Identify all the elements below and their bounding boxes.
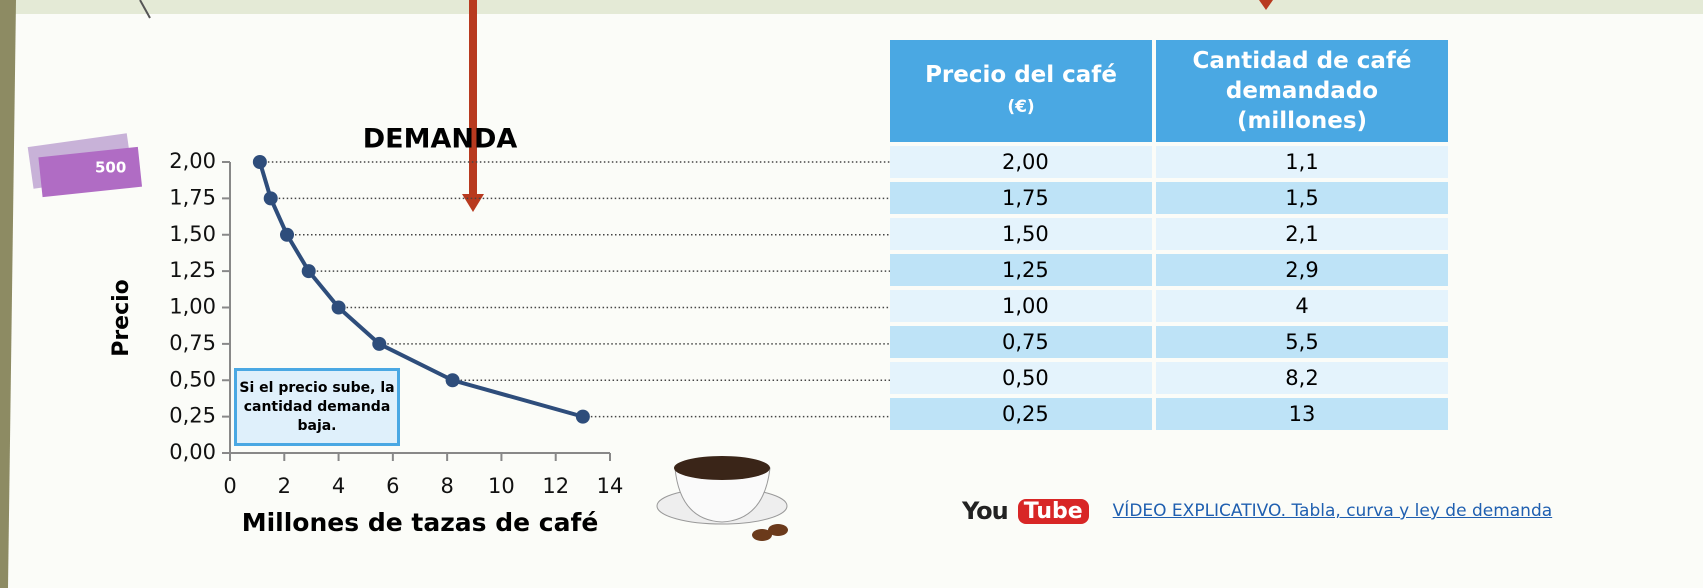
chart-title: DEMANDA — [363, 124, 518, 155]
header-unit: (€) — [1007, 97, 1035, 117]
point — [331, 300, 346, 315]
header-text: Precio del café — [925, 62, 1117, 88]
money-icon: 500 — [27, 133, 143, 198]
arrow-head — [462, 194, 484, 212]
point — [280, 227, 294, 242]
table-row: 0,25 13 — [890, 398, 1448, 430]
table-header: Precio del café (€) — [890, 40, 1152, 142]
point — [301, 264, 316, 279]
table-row: 1,25 2,9 — [890, 254, 1448, 286]
table-cell: 2,00 — [890, 146, 1152, 178]
x-tick-label: 6 — [386, 474, 399, 498]
table-cell: 2,9 — [1156, 254, 1448, 286]
y-tick-label: 1,25 — [169, 258, 216, 282]
point — [252, 155, 267, 169]
arrow-head — [1259, 0, 1273, 10]
point — [372, 336, 387, 351]
x-tick-label: 12 — [542, 474, 569, 498]
logo: You — [962, 497, 1009, 525]
annotation: Si el precio sube, la cantidad demanda b… — [234, 368, 400, 446]
table-cell: 1,5 — [1156, 182, 1448, 214]
table-cell: 1,75 — [890, 182, 1152, 214]
table-row: 1,50 2,1 — [890, 218, 1448, 250]
y-tick-label: 1,00 — [169, 295, 216, 319]
decoration — [139, 0, 151, 19]
point — [263, 191, 278, 206]
table-row: 1,00 4 — [890, 290, 1448, 322]
x-tick-label: 8 — [440, 474, 453, 498]
y-tick-label: 1,75 — [169, 185, 216, 209]
table-cell: 1,00 — [890, 290, 1152, 322]
table-header: Cantidad de café demandado (millones) — [1156, 40, 1448, 142]
table-row: 1,75 1,5 — [890, 182, 1448, 214]
x-tick-label: 0 — [223, 474, 236, 498]
x-tick-label: 2 — [278, 474, 291, 498]
top-band — [0, 0, 1703, 14]
y-tick-label: 0,25 — [169, 404, 216, 428]
table-cell: 1,25 — [890, 254, 1152, 286]
x-tick-label: 10 — [488, 474, 515, 498]
y-tick-label: 0,50 — [169, 367, 216, 391]
table-row: 0,75 5,5 — [890, 326, 1448, 358]
point — [575, 409, 590, 424]
header-text: Cantidad de café demandado (millones) — [1192, 48, 1412, 134]
table-cell: 4 — [1156, 290, 1448, 322]
point — [445, 373, 460, 388]
table-cell: 5,5 — [1156, 326, 1448, 358]
y-axis-label: Precio — [109, 279, 134, 357]
x-tick-label: 14 — [597, 474, 624, 498]
coffee-icon — [656, 456, 788, 541]
table-cell: 8,2 — [1156, 362, 1448, 394]
logo: Tube — [1017, 498, 1089, 524]
data-table: Precio del café (€) Cantidad de café dema… — [886, 36, 1452, 434]
x-tick-label: 4 — [332, 474, 345, 498]
table-cell: 0,75 — [890, 326, 1152, 358]
svg-text:500: 500 — [95, 159, 126, 177]
table-cell: 2,1 — [1156, 218, 1448, 250]
y-tick-label: 0,75 — [169, 331, 216, 355]
y-tick-label: 1,50 — [169, 222, 216, 246]
table-cell: 1,50 — [890, 218, 1152, 250]
table-cell: 13 — [1156, 398, 1448, 430]
footer: You Tube VÍDEO EXPLICATIVO. Tabla, curva … — [962, 497, 1552, 525]
table-row: 2,00 1,1 — [890, 146, 1448, 178]
video-link[interactable]: VÍDEO EXPLICATIVO. Tabla, curva y ley de… — [1112, 501, 1553, 521]
y-tick-label: 0,00 — [169, 440, 216, 464]
arrow — [469, 0, 477, 198]
table-cell: 0,50 — [890, 362, 1152, 394]
x-axis-label: Millones de tazas de café — [242, 508, 599, 537]
table-row: 0,50 8,2 — [890, 362, 1448, 394]
y-tick-label: 2,00 — [169, 149, 216, 173]
table-cell: 0,25 — [890, 398, 1152, 430]
left-decoration — [0, 0, 16, 588]
table-cell: 1,1 — [1156, 146, 1448, 178]
